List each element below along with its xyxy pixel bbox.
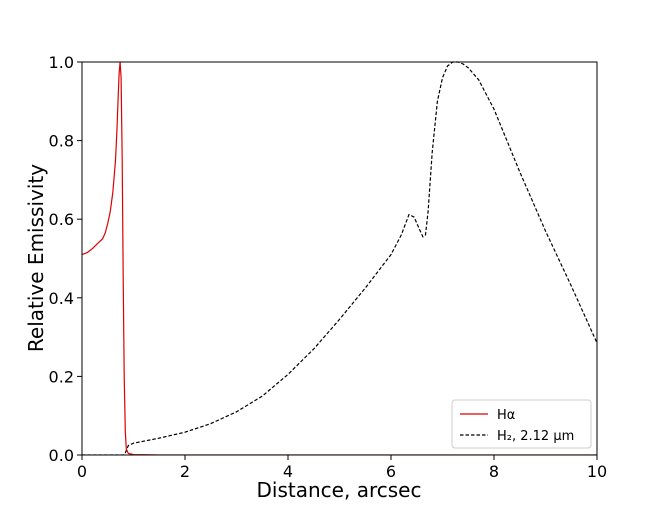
series-line-h2: [82, 61, 597, 455]
legend-box: [451, 399, 592, 449]
x-axis-label: Distance, arcsec: [257, 478, 422, 502]
y-tick-label: 0.2: [49, 367, 74, 386]
x-tick-label: 4: [283, 462, 293, 481]
y-tick-label: 1.0: [49, 53, 74, 72]
y-tick-label: 0.0: [49, 446, 74, 465]
y-axis-label: Relative Emissivity: [24, 164, 48, 352]
x-tick-label: 6: [386, 462, 396, 481]
x-tick-label: 0: [77, 462, 87, 481]
axis-y-title-group: Relative Emissivity: [24, 164, 48, 352]
y-tick-label: 0.8: [49, 132, 74, 151]
y-tick-label: 0.6: [49, 210, 74, 229]
x-tick-label: 8: [489, 462, 499, 481]
legend-label-h2: H₂, 2.12 μm: [497, 429, 574, 444]
x-tick-label: 10: [587, 462, 607, 481]
y-tick-label: 0.4: [49, 289, 74, 308]
plot-frame: [81, 61, 598, 456]
x-tick-label: 2: [180, 462, 190, 481]
plot-area: [82, 61, 597, 455]
legend: Hα H₂, 2.12 μm: [451, 399, 592, 449]
series-line-halpha: [82, 61, 597, 455]
ticks: 0 2 4 6 8 10 0.0 0.2 0.4 0.6 0.8 1.0: [49, 53, 608, 481]
legend-label-halpha: Hα: [497, 408, 515, 423]
